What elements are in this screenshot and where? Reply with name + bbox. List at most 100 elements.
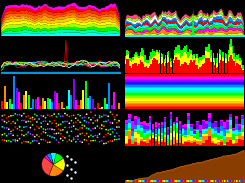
Bar xyxy=(177,45,178,52)
Bar xyxy=(196,141,199,144)
Bar xyxy=(99,108,101,109)
Bar xyxy=(190,54,192,60)
Bar xyxy=(158,123,160,125)
Bar xyxy=(27,95,30,109)
Point xyxy=(80,124,84,127)
Bar xyxy=(125,93,244,95)
Bar xyxy=(190,126,193,127)
Bar xyxy=(174,60,175,72)
Bar xyxy=(118,103,120,109)
Bar xyxy=(125,83,244,85)
Bar xyxy=(125,64,126,72)
Bar xyxy=(202,121,205,129)
Point xyxy=(61,115,65,118)
Bar xyxy=(135,63,137,72)
Bar xyxy=(161,125,163,128)
Point xyxy=(2,132,6,135)
Bar xyxy=(199,60,201,67)
Point xyxy=(7,139,11,142)
Bar xyxy=(190,50,192,54)
Bar xyxy=(186,180,187,182)
Point xyxy=(0,133,4,136)
Point xyxy=(41,138,45,141)
Bar xyxy=(174,50,175,55)
Bar xyxy=(223,128,226,129)
Bar xyxy=(224,58,226,63)
Bar xyxy=(226,129,229,130)
Bar xyxy=(196,58,198,65)
Bar xyxy=(238,133,241,136)
Bar xyxy=(233,61,235,72)
Bar xyxy=(186,63,187,72)
Bar xyxy=(176,117,178,121)
Point xyxy=(0,114,4,117)
Point xyxy=(93,114,97,117)
Bar xyxy=(187,120,190,124)
Bar xyxy=(161,64,162,72)
Bar xyxy=(18,92,20,109)
Point xyxy=(109,133,112,136)
Point xyxy=(18,129,22,132)
Bar xyxy=(236,59,238,63)
Bar xyxy=(198,69,199,72)
Point xyxy=(85,132,89,135)
Bar xyxy=(187,117,190,120)
Bar xyxy=(165,58,166,63)
Bar xyxy=(146,129,148,131)
Bar xyxy=(186,45,187,54)
Point xyxy=(18,113,22,116)
Point xyxy=(106,119,110,122)
Point xyxy=(28,126,32,129)
Bar xyxy=(208,130,211,136)
Bar xyxy=(143,121,146,125)
Bar xyxy=(101,107,103,109)
Point xyxy=(37,127,41,130)
Point xyxy=(20,133,24,136)
Bar xyxy=(70,95,72,109)
Point xyxy=(37,135,41,138)
Bar xyxy=(147,60,148,63)
Bar xyxy=(166,180,168,182)
Bar xyxy=(182,127,184,128)
Bar xyxy=(153,58,155,72)
Bar xyxy=(135,180,136,182)
Point xyxy=(83,134,86,137)
Bar xyxy=(179,121,181,124)
Bar xyxy=(228,180,229,182)
Bar xyxy=(192,62,193,72)
Bar xyxy=(211,129,214,134)
Point xyxy=(87,128,91,130)
Bar xyxy=(164,61,165,66)
Bar xyxy=(235,116,238,119)
Bar xyxy=(190,127,193,131)
Point xyxy=(78,140,82,143)
Bar xyxy=(167,63,168,72)
Point xyxy=(78,132,82,135)
Point xyxy=(33,113,37,116)
Point xyxy=(100,139,104,142)
Point xyxy=(87,135,91,138)
Bar xyxy=(131,140,134,143)
Point xyxy=(13,112,17,115)
Bar xyxy=(125,95,244,96)
Point xyxy=(85,120,89,123)
Bar xyxy=(211,143,214,145)
Bar xyxy=(217,142,220,145)
Point xyxy=(31,118,35,121)
Point xyxy=(70,130,74,133)
Bar xyxy=(152,124,154,129)
Bar xyxy=(229,57,230,72)
Bar xyxy=(82,90,84,109)
Bar xyxy=(238,54,239,59)
Bar xyxy=(125,143,128,144)
Bar xyxy=(149,61,150,66)
Bar xyxy=(202,143,205,145)
Bar xyxy=(164,66,165,72)
Bar xyxy=(37,98,39,109)
Bar xyxy=(161,142,163,145)
Bar xyxy=(190,135,193,136)
Bar xyxy=(241,136,244,140)
Bar xyxy=(133,180,135,182)
Bar xyxy=(179,130,181,134)
Bar xyxy=(221,61,223,72)
